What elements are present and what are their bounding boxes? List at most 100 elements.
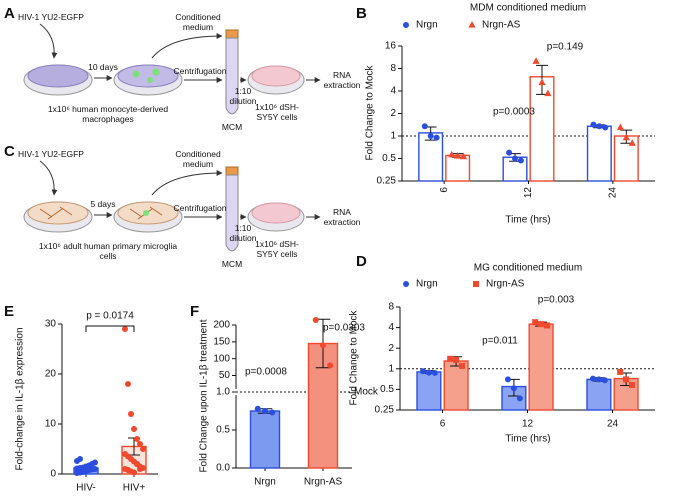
annotation: p = 0.0174 xyxy=(86,311,134,322)
data-point xyxy=(517,157,524,164)
panel-label: E xyxy=(4,303,14,320)
virus-label: HIV-1 YU2-EGFP xyxy=(18,12,84,22)
output-label: RNA extraction xyxy=(323,70,361,90)
x-axis-label: Time (hrs) xyxy=(505,434,550,445)
data-point xyxy=(92,466,98,472)
medium-label: Conditioned medium xyxy=(175,12,221,32)
data-point xyxy=(516,395,523,402)
data-point xyxy=(506,149,513,156)
data-point xyxy=(269,409,276,416)
legend-marker xyxy=(403,22,409,28)
data-point xyxy=(447,355,454,362)
y-axis-label: Fold Change to Mock xyxy=(349,309,360,405)
data-point xyxy=(532,57,540,64)
y-tick-label: 150 xyxy=(213,336,230,347)
data-point xyxy=(425,369,432,376)
data-point xyxy=(433,134,440,141)
legend-label: Nrgn-AS xyxy=(486,279,525,290)
data-point xyxy=(544,322,551,329)
x-tick-label: 24 xyxy=(607,419,619,430)
data-point xyxy=(459,152,468,160)
x-tick-label: Nrgn-AS xyxy=(304,477,343,488)
y-tick-label: 4 xyxy=(388,322,394,333)
data-point xyxy=(77,456,83,462)
annotation: p=0.149 xyxy=(547,42,584,53)
y-tick-label: 0.5 xyxy=(216,425,230,436)
data-point xyxy=(453,356,460,363)
data-point xyxy=(128,411,134,417)
y-tick-label: 20 xyxy=(45,369,57,380)
y-tick-label: 0.0 xyxy=(216,463,230,474)
annotation: p=0.0008 xyxy=(245,367,287,378)
virus-label: HIV-1 YU2-EGFP xyxy=(18,149,84,159)
data-point xyxy=(628,139,636,146)
reference-label: Mock xyxy=(354,387,379,398)
panel-label: F xyxy=(190,303,199,320)
y-tick-label: 0.5 xyxy=(380,384,394,395)
data-point xyxy=(512,155,519,162)
data-point xyxy=(622,133,630,141)
bar xyxy=(445,154,471,182)
data-point xyxy=(544,89,552,97)
y-tick-label: 1 xyxy=(388,363,394,374)
y-tick-label: 100 xyxy=(213,353,230,364)
annotation: p=0.011 xyxy=(482,336,518,347)
x-tick-label: HIV- xyxy=(76,483,95,494)
x-axis-label: Time (hrs) xyxy=(505,215,550,226)
chart-title: MG conditioned medium xyxy=(474,263,582,274)
y-tick-label: 0 xyxy=(50,469,56,480)
legend-label: Nrgn xyxy=(416,279,438,290)
data-point xyxy=(595,376,602,383)
data-point xyxy=(538,78,546,86)
y-tick-label: 30 xyxy=(45,319,57,330)
medium-label: Conditioned medium xyxy=(175,149,221,169)
dilution-label: 1:10 dilution xyxy=(229,223,257,243)
legend-label: Nrgn-AS xyxy=(482,20,521,31)
dilution-label: 1:10 dilution xyxy=(229,86,257,106)
x-tick-label: 12 xyxy=(522,419,534,430)
data-point xyxy=(589,375,596,382)
incubation-label: 10 days xyxy=(88,62,118,72)
y-tick-label: 0.25 xyxy=(375,405,395,416)
y-tick-label: 16 xyxy=(385,41,397,52)
y-tick-label: 50 xyxy=(219,370,231,381)
x-tick-label: 24 xyxy=(607,187,618,199)
bar xyxy=(586,378,612,411)
y-tick-label: 10 xyxy=(45,419,57,430)
significance-bracket xyxy=(85,325,135,332)
data-point xyxy=(538,321,545,328)
data-point xyxy=(122,326,128,332)
y-axis-label: Fold Change upon IL-1β treatment xyxy=(199,319,210,472)
x-tick-label: 6 xyxy=(439,187,450,193)
data-point xyxy=(510,385,517,392)
step-label: Centrifugation xyxy=(173,203,227,213)
data-point xyxy=(83,467,89,474)
data-point xyxy=(448,150,456,158)
tube-label: MCM xyxy=(221,122,243,132)
x-tick-label: 6 xyxy=(440,419,446,430)
tube-label: MCM xyxy=(221,259,243,269)
bar xyxy=(586,125,612,182)
data-point xyxy=(125,381,131,387)
y-tick-label: 8 xyxy=(390,63,396,74)
data-point xyxy=(454,152,462,159)
output-label: RNA extraction xyxy=(323,207,361,227)
x-tick-label: 12 xyxy=(523,187,534,199)
data-point xyxy=(131,426,137,432)
bar xyxy=(416,371,442,411)
data-point xyxy=(616,123,625,131)
data-point xyxy=(131,469,137,476)
data-point xyxy=(134,436,140,442)
data-point xyxy=(431,369,438,376)
y-tick-label: 0.5 xyxy=(382,153,396,164)
data-point xyxy=(254,405,261,412)
y-tick-label: 2 xyxy=(390,108,396,119)
data-point xyxy=(320,342,326,349)
legend-label: Nrgn xyxy=(416,20,438,31)
data-point xyxy=(459,362,466,369)
legend-marker xyxy=(403,281,409,287)
data-point xyxy=(504,376,511,383)
step-label: Centrifugation xyxy=(173,66,227,76)
data-point xyxy=(92,459,98,466)
target-cells-label: 1x10⁶ dSH-SY5Y cells xyxy=(255,102,299,122)
